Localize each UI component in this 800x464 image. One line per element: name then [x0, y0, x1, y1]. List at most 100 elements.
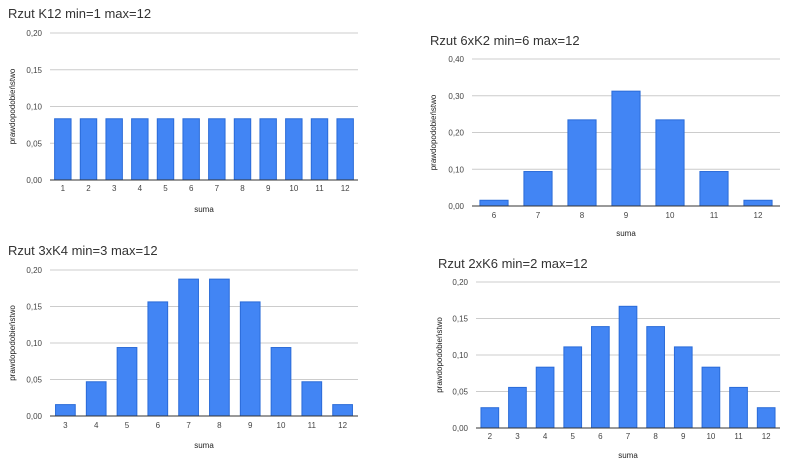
x-tick-label: 6 [189, 184, 194, 193]
chart-title: Rzut K12 min=1 max=12 [8, 6, 151, 21]
chart-title: Rzut 6xK2 min=6 max=12 [430, 33, 580, 48]
y-tick-label: 0,00 [448, 202, 464, 211]
bar [116, 347, 138, 417]
x-tick-label: 10 [277, 421, 286, 430]
y-axis-title: prawdopodobieństwo [8, 68, 17, 144]
x-tick-label: 7 [536, 211, 541, 220]
bar [655, 119, 685, 207]
x-tick-label: 12 [762, 432, 771, 441]
y-tick-label: 0,30 [448, 92, 464, 101]
y-tick-label: 0,05 [26, 376, 42, 385]
y-tick-label: 0,15 [26, 303, 42, 312]
bar [79, 118, 98, 181]
bar [699, 171, 729, 207]
bar [147, 301, 169, 417]
x-axis-title: suma [194, 205, 214, 214]
y-tick-label: 0,20 [452, 278, 468, 287]
bar [182, 118, 200, 181]
y-tick-label: 0,15 [26, 66, 42, 75]
bar [591, 326, 610, 429]
x-tick-label: 6 [598, 432, 603, 441]
x-tick-label: 9 [266, 184, 271, 193]
bar [85, 381, 107, 417]
bar [535, 366, 555, 429]
y-tick-label: 0,00 [452, 424, 468, 433]
y-tick-label: 0,15 [452, 315, 468, 324]
bar [756, 407, 776, 429]
x-tick-label: 9 [624, 211, 629, 220]
x-tick-label: 4 [94, 421, 99, 430]
x-tick-label: 12 [341, 184, 350, 193]
bar [336, 118, 354, 181]
bar [332, 404, 353, 417]
chart-title: Rzut 3xK4 min=3 max=12 [8, 243, 158, 258]
bar [156, 118, 175, 181]
x-tick-label: 3 [515, 432, 520, 441]
x-axis-title: suma [616, 229, 636, 238]
bar [508, 386, 527, 429]
bar [729, 386, 748, 429]
bar [673, 346, 693, 429]
x-tick-label: 11 [710, 211, 719, 220]
y-tick-label: 0,10 [448, 165, 464, 174]
bar [563, 346, 583, 429]
x-tick-label: 6 [492, 211, 497, 220]
bar [55, 404, 76, 417]
bar [523, 171, 553, 207]
x-tick-label: 7 [626, 432, 631, 441]
x-tick-label: 5 [125, 421, 130, 430]
x-tick-label: 11 [308, 421, 317, 430]
bar [270, 347, 292, 417]
y-tick-label: 0,20 [448, 129, 464, 138]
bar [178, 278, 199, 417]
chart-6xk2: Rzut 6xK2 min=6 max=12 0,00 0,10 0,20 0,30 0,… [429, 33, 780, 238]
chart-2xk6: Rzut 2xK6 min=2 max=12 0,00 0,05 0,10 0,15 0,… [435, 256, 780, 460]
bar [646, 326, 665, 429]
bar [611, 90, 641, 207]
y-tick-label: 0,40 [448, 55, 464, 64]
y-tick-label: 0,05 [26, 139, 42, 148]
y-tick-label: 0,20 [26, 266, 42, 275]
bar [209, 278, 230, 417]
bar [285, 118, 303, 181]
y-tick-label: 0,05 [452, 388, 468, 397]
x-tick-label: 5 [163, 184, 168, 193]
x-tick-label: 4 [138, 184, 143, 193]
y-tick-label: 0,00 [26, 412, 42, 421]
x-tick-label: 8 [240, 184, 245, 193]
y-tick-label: 0,20 [26, 29, 42, 38]
x-tick-label: 3 [63, 421, 68, 430]
x-tick-label: 12 [754, 211, 763, 220]
x-tick-label: 7 [215, 184, 220, 193]
x-tick-label: 10 [666, 211, 675, 220]
chart-k12: Rzut K12 min=1 max=12 0,00 0,05 0,10 0,15 0,2… [8, 6, 358, 214]
bar [310, 118, 329, 181]
x-tick-label: 1 [61, 184, 66, 193]
x-tick-label: 8 [217, 421, 222, 430]
chart-title: Rzut 2xK6 min=2 max=12 [438, 256, 588, 271]
bar [131, 118, 149, 181]
y-tick-label: 0,10 [26, 103, 42, 112]
bar [701, 366, 721, 429]
x-tick-label: 5 [571, 432, 576, 441]
x-tick-label: 11 [734, 432, 743, 441]
y-tick-label: 0,00 [26, 176, 42, 185]
bar [480, 407, 500, 429]
bar [618, 305, 638, 429]
x-tick-label: 4 [543, 432, 548, 441]
x-tick-label: 12 [338, 421, 347, 430]
x-tick-label: 3 [112, 184, 117, 193]
x-tick-label: 10 [289, 184, 298, 193]
x-tick-label: 2 [86, 184, 91, 193]
x-tick-label: 6 [156, 421, 161, 430]
bar [301, 381, 323, 417]
bar [105, 118, 123, 181]
bar [567, 119, 597, 207]
x-tick-label: 9 [681, 432, 686, 441]
bar [233, 118, 252, 181]
x-axis-title: suma [194, 441, 214, 450]
chart-3xk4: Rzut 3xK4 min=3 max=12 0,00 0,05 0,10 0,15 0,… [8, 243, 358, 450]
y-axis-title: prawdopodobieństwo [429, 94, 438, 170]
y-axis-title: prawdopodobieństwo [435, 317, 444, 393]
y-tick-label: 0,10 [26, 339, 42, 348]
